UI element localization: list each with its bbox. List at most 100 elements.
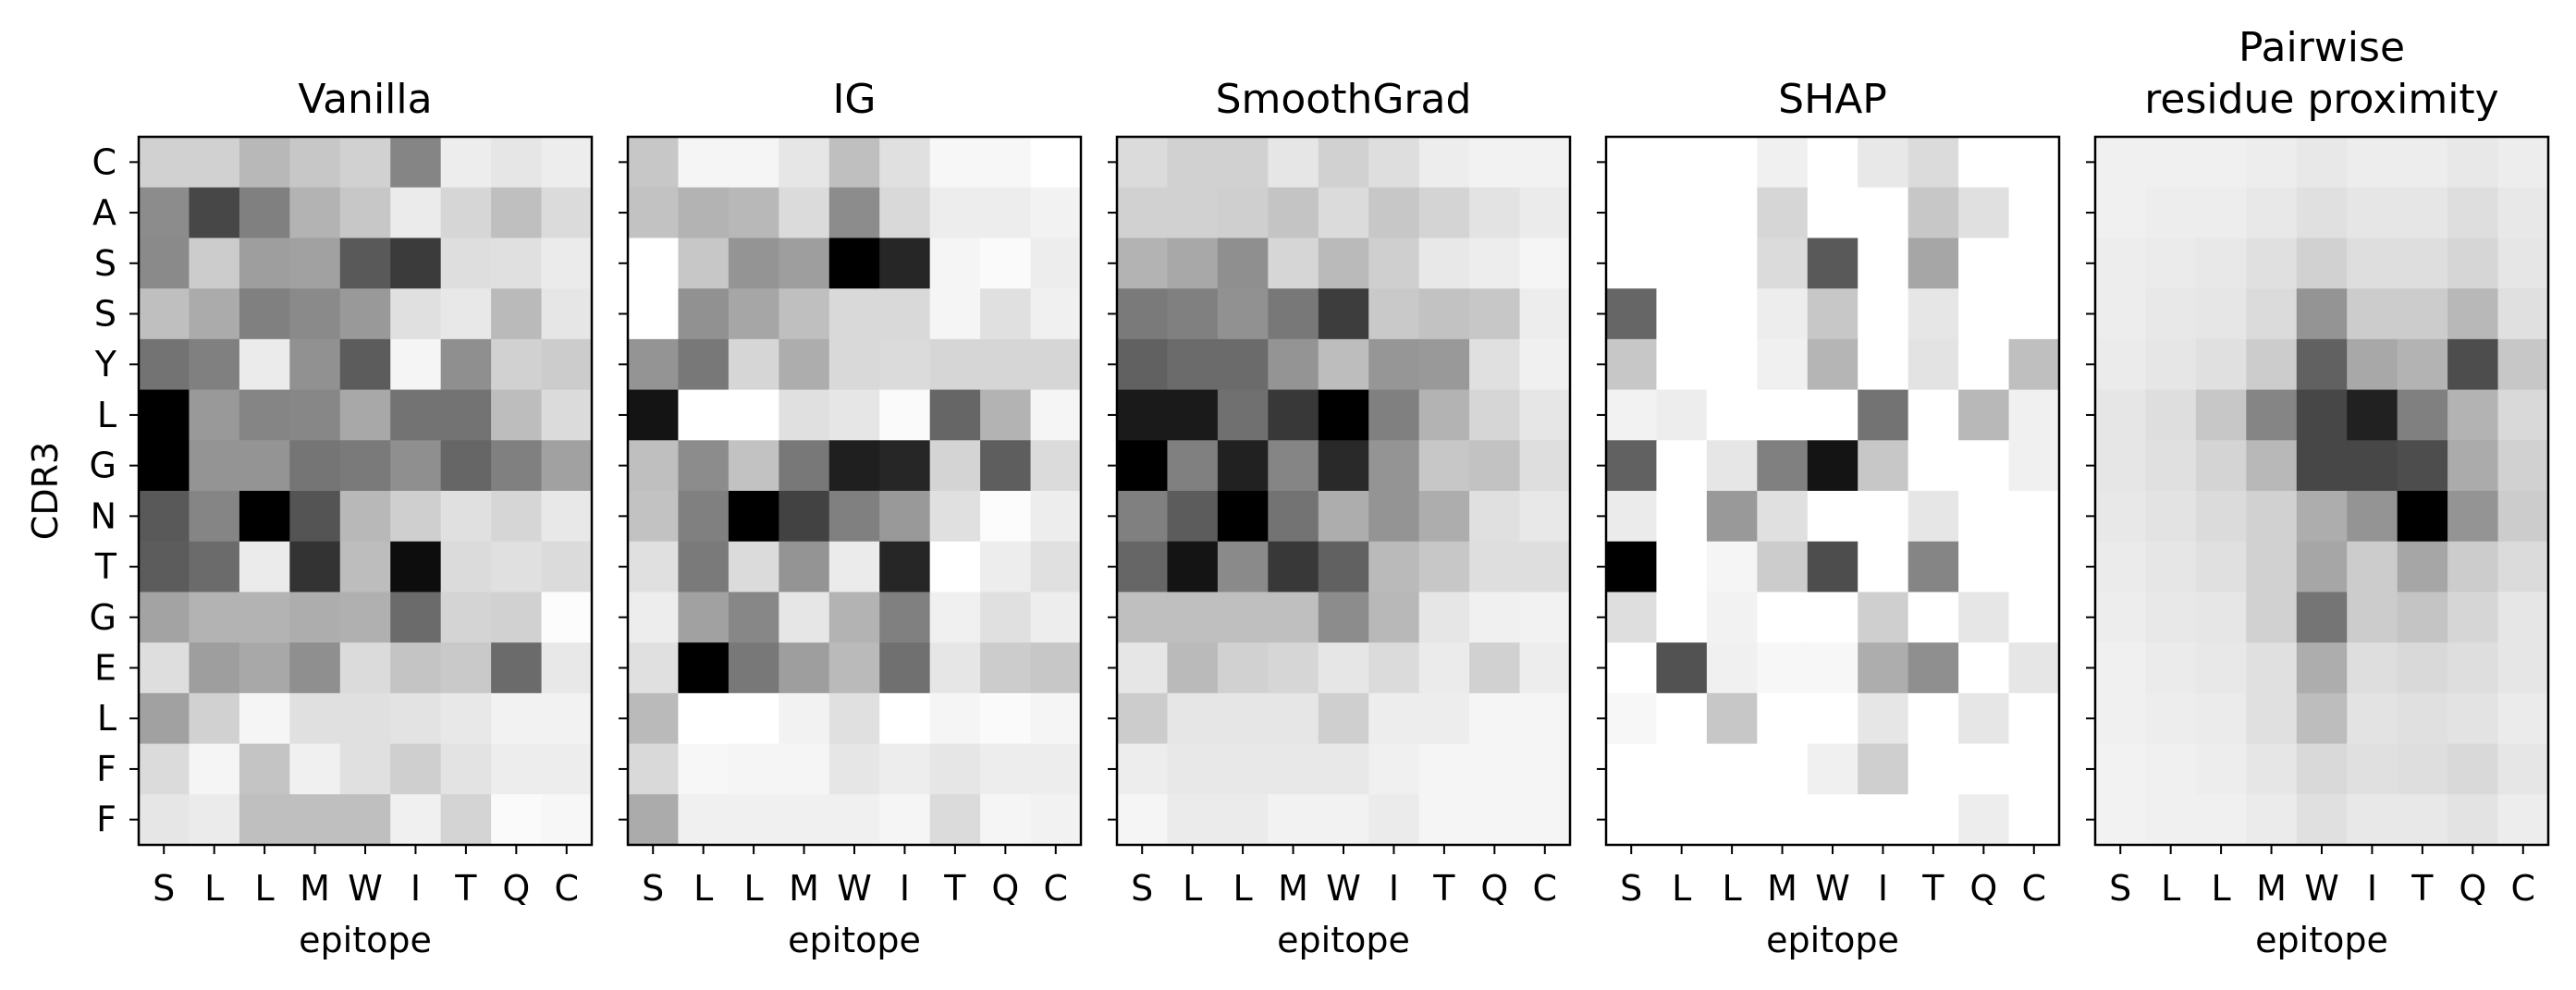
heatmap-cell [289, 238, 341, 289]
heatmap-cell [1706, 389, 1758, 441]
heatmap-cell [628, 338, 680, 391]
heatmap-cell [2246, 338, 2298, 391]
heatmap-cell [929, 541, 981, 593]
heatmap-cell [980, 440, 1032, 492]
heatmap-cell [2397, 592, 2448, 643]
heatmap-cell [1656, 642, 1708, 694]
heatmap-cell [1268, 794, 1319, 846]
heatmap-cell [779, 288, 830, 340]
heatmap-cell [1858, 541, 1909, 593]
heatmap-cell [1907, 389, 1959, 441]
heatmap-cell [1907, 642, 1959, 694]
heatmap-cell [1117, 238, 1169, 289]
heatmap-cell [2347, 743, 2398, 795]
heatmap-cell [491, 794, 543, 846]
heatmap-cell [1030, 592, 1082, 643]
heatmap-cell [2195, 491, 2247, 543]
heatmap-cell [1858, 794, 1909, 846]
heatmap-cell [1757, 794, 1809, 846]
heatmap-cell [1469, 288, 1521, 340]
heatmap-cell [2246, 491, 2298, 543]
heatmap-cell [541, 238, 593, 289]
heatmap-cell [1469, 238, 1521, 289]
heatmap-cell [2397, 642, 2448, 694]
heatmap-cell [339, 137, 391, 189]
heatmap-cell [1030, 541, 1082, 593]
x-axis-label: epitope [1766, 920, 1899, 960]
heatmap-cell [541, 592, 593, 643]
heatmap-cell [1030, 743, 1082, 795]
heatmap-cell [1469, 187, 1521, 239]
heatmap-cell [1656, 440, 1708, 492]
heatmap-cell [491, 187, 543, 239]
heatmap-cell [628, 137, 680, 189]
y-tick-label: G [90, 597, 117, 638]
heatmap-cell [2145, 642, 2197, 694]
heatmap-cell [239, 642, 290, 694]
heatmap-cell [2497, 389, 2549, 441]
heatmap-cell [879, 743, 931, 795]
heatmap-cell [1858, 389, 1909, 441]
x-tick-label: Q [1969, 868, 1997, 909]
y-tick-label: T [94, 546, 117, 587]
heatmap-cell [980, 187, 1032, 239]
x-tick-label: M [1278, 868, 1308, 909]
heatmap-cell [339, 592, 391, 643]
heatmap-cell [678, 743, 730, 795]
heatmap-cell [2447, 137, 2499, 189]
x-tick-label: S [642, 868, 664, 909]
heatmap-cell [2296, 288, 2348, 340]
heatmap-cell [189, 743, 240, 795]
heatmap-cell [1958, 440, 2010, 492]
heatmap-cell [779, 491, 830, 543]
heatmap-cell [2145, 137, 2197, 189]
heatmap-cell [1958, 491, 2010, 543]
heatmap-cell [1958, 642, 2010, 694]
heatmap-cell [491, 692, 543, 745]
x-tick-label: I [900, 868, 910, 909]
heatmap-cell [189, 541, 240, 593]
heatmap-cell [1858, 642, 1909, 694]
heatmap-cell [2347, 592, 2398, 643]
heatmap-cell [289, 389, 341, 441]
heatmap-cell [1757, 692, 1809, 745]
heatmap-cell [1318, 541, 1369, 593]
heatmap-cell [1706, 137, 1758, 189]
panel-title: IG [832, 76, 876, 123]
heatmap-cell [2296, 137, 2348, 189]
heatmap-cell [491, 137, 543, 189]
x-tick-label: I [2367, 868, 2377, 909]
heatmap-cell [2497, 440, 2549, 492]
heatmap-cell [779, 592, 830, 643]
heatmap-cell [779, 440, 830, 492]
heatmap-cell [1368, 238, 1420, 289]
heatmap-cell [1606, 238, 1658, 289]
heatmap-cell [678, 338, 730, 391]
heatmap-cell [2095, 389, 2147, 441]
heatmap-cell [2447, 389, 2499, 441]
heatmap-cell [1958, 288, 2010, 340]
heatmap-cell [139, 642, 190, 694]
heatmap-cell [491, 642, 543, 694]
heatmap-cell [1318, 592, 1369, 643]
heatmap-cell [980, 238, 1032, 289]
heatmap-cell [1368, 389, 1420, 441]
x-tick-label: I [411, 868, 421, 909]
heatmap-cell [2447, 288, 2499, 340]
heatmap-cell [2397, 491, 2448, 543]
x-tick-label: T [1921, 868, 1944, 909]
heatmap-cell [1217, 389, 1269, 441]
heatmap-cell [1606, 187, 1658, 239]
heatmap-cell [541, 743, 593, 795]
heatmap-cell [390, 541, 442, 593]
heatmap-cell [289, 491, 341, 543]
heatmap-cell [390, 288, 442, 340]
heatmap-cell [1318, 794, 1369, 846]
heatmap-cell [1958, 238, 2010, 289]
heatmap-cell [1167, 338, 1219, 391]
y-tick-label: N [91, 495, 117, 536]
x-tick-label: W [348, 868, 383, 909]
heatmap-cell [1958, 692, 2010, 745]
y-tick-label: G [90, 446, 117, 486]
